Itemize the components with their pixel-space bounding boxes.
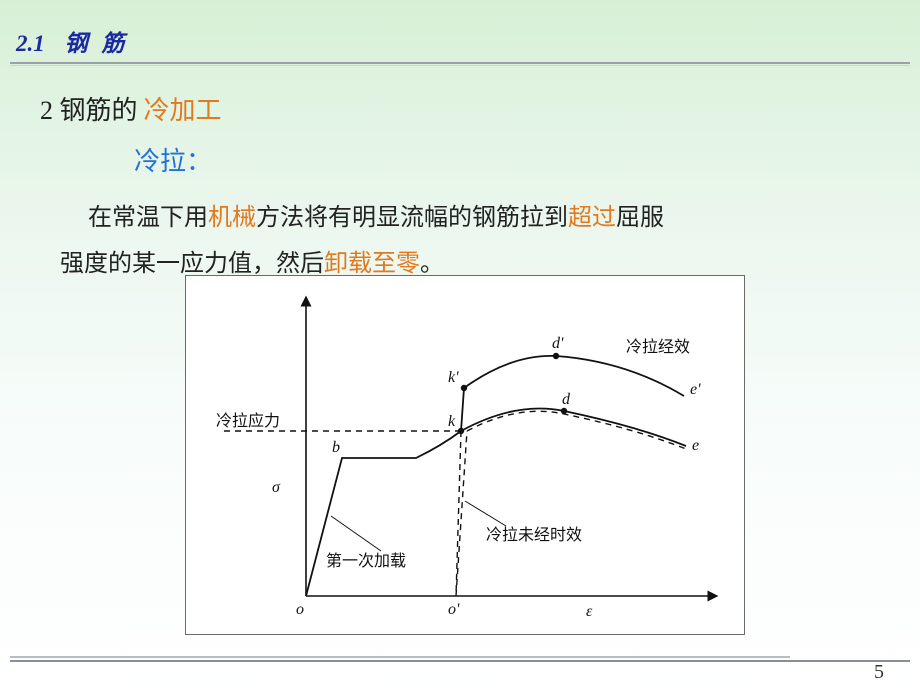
lbl-e: e [692, 437, 699, 454]
lbl-sigma: σ [272, 479, 281, 496]
lbl-ep: e' [690, 381, 701, 398]
lbl-b: b [332, 439, 340, 456]
para-seg1: 在常温下用 [88, 205, 208, 231]
section-number: 2.1 [16, 31, 45, 56]
para-seg3: 方法将有明显流幅的钢筋拉到 [256, 205, 568, 231]
para-seg8: 。 [420, 251, 444, 277]
para-seg7: 卸载至零 [324, 251, 420, 277]
para-seg2: 机械 [208, 205, 256, 231]
diagram-svg: o o' σ ε b k k' d d' e e' 冷拉应力 第一次加载 冷拉未… [186, 276, 746, 636]
reload-noage-line [456, 431, 467, 596]
section-header: 2.1 钢 筋 [16, 24, 128, 58]
leader-firstload [331, 516, 381, 551]
pt-dprime [553, 353, 559, 359]
lbl-o2: o' [448, 601, 460, 618]
stress-strain-figure: o o' σ ε b k k' d d' e e' 冷拉应力 第一次加载 冷拉未… [185, 275, 745, 635]
lbl-cold-stress: 冷拉应力 [216, 411, 280, 430]
lbl-first-load: 第一次加载 [326, 552, 406, 570]
lbl-o: o [296, 601, 304, 618]
lbl-kp: k' [448, 369, 459, 386]
lbl-k: k [448, 413, 456, 430]
pt-k [458, 428, 464, 434]
subheading: 冷拉： [134, 141, 880, 178]
aged-curve [464, 356, 684, 396]
paragraph: 在常温下用机械方法将有明显流幅的钢筋拉到超过屈服 强度的某一应力值，然后卸载至零… [40, 196, 880, 287]
pt-kprime [461, 385, 467, 391]
leader-noage [465, 501, 506, 526]
lbl-d: d [562, 391, 571, 408]
content-block: 2 钢筋的冷加工 冷拉： 在常温下用机械方法将有明显流幅的钢筋拉到超过屈服 强度… [40, 90, 880, 287]
lbl-no-age: 冷拉未经时效 [486, 526, 582, 544]
lbl-eps: ε [586, 603, 593, 620]
heading-prefix: 2 钢筋的 [40, 96, 138, 125]
unload-dash [456, 431, 461, 596]
para-seg6: 强度的某一应力值，然后 [60, 251, 324, 277]
section-title: 钢 筋 [65, 31, 129, 56]
heading-orange: 冷加工 [144, 96, 222, 125]
lbl-dp: d' [552, 335, 564, 352]
lbl-aged: 冷拉经效 [626, 338, 690, 356]
footer-rule [10, 656, 790, 658]
reload-noage-curve [467, 411, 686, 449]
para-seg4: 超过 [568, 205, 616, 231]
page-number: 5 [874, 661, 884, 684]
heading-line: 2 钢筋的冷加工 [40, 90, 880, 127]
header-rule [10, 62, 910, 64]
para-seg5: 屈服 [616, 205, 664, 231]
pt-d [561, 408, 567, 414]
aged-rise [461, 388, 464, 431]
